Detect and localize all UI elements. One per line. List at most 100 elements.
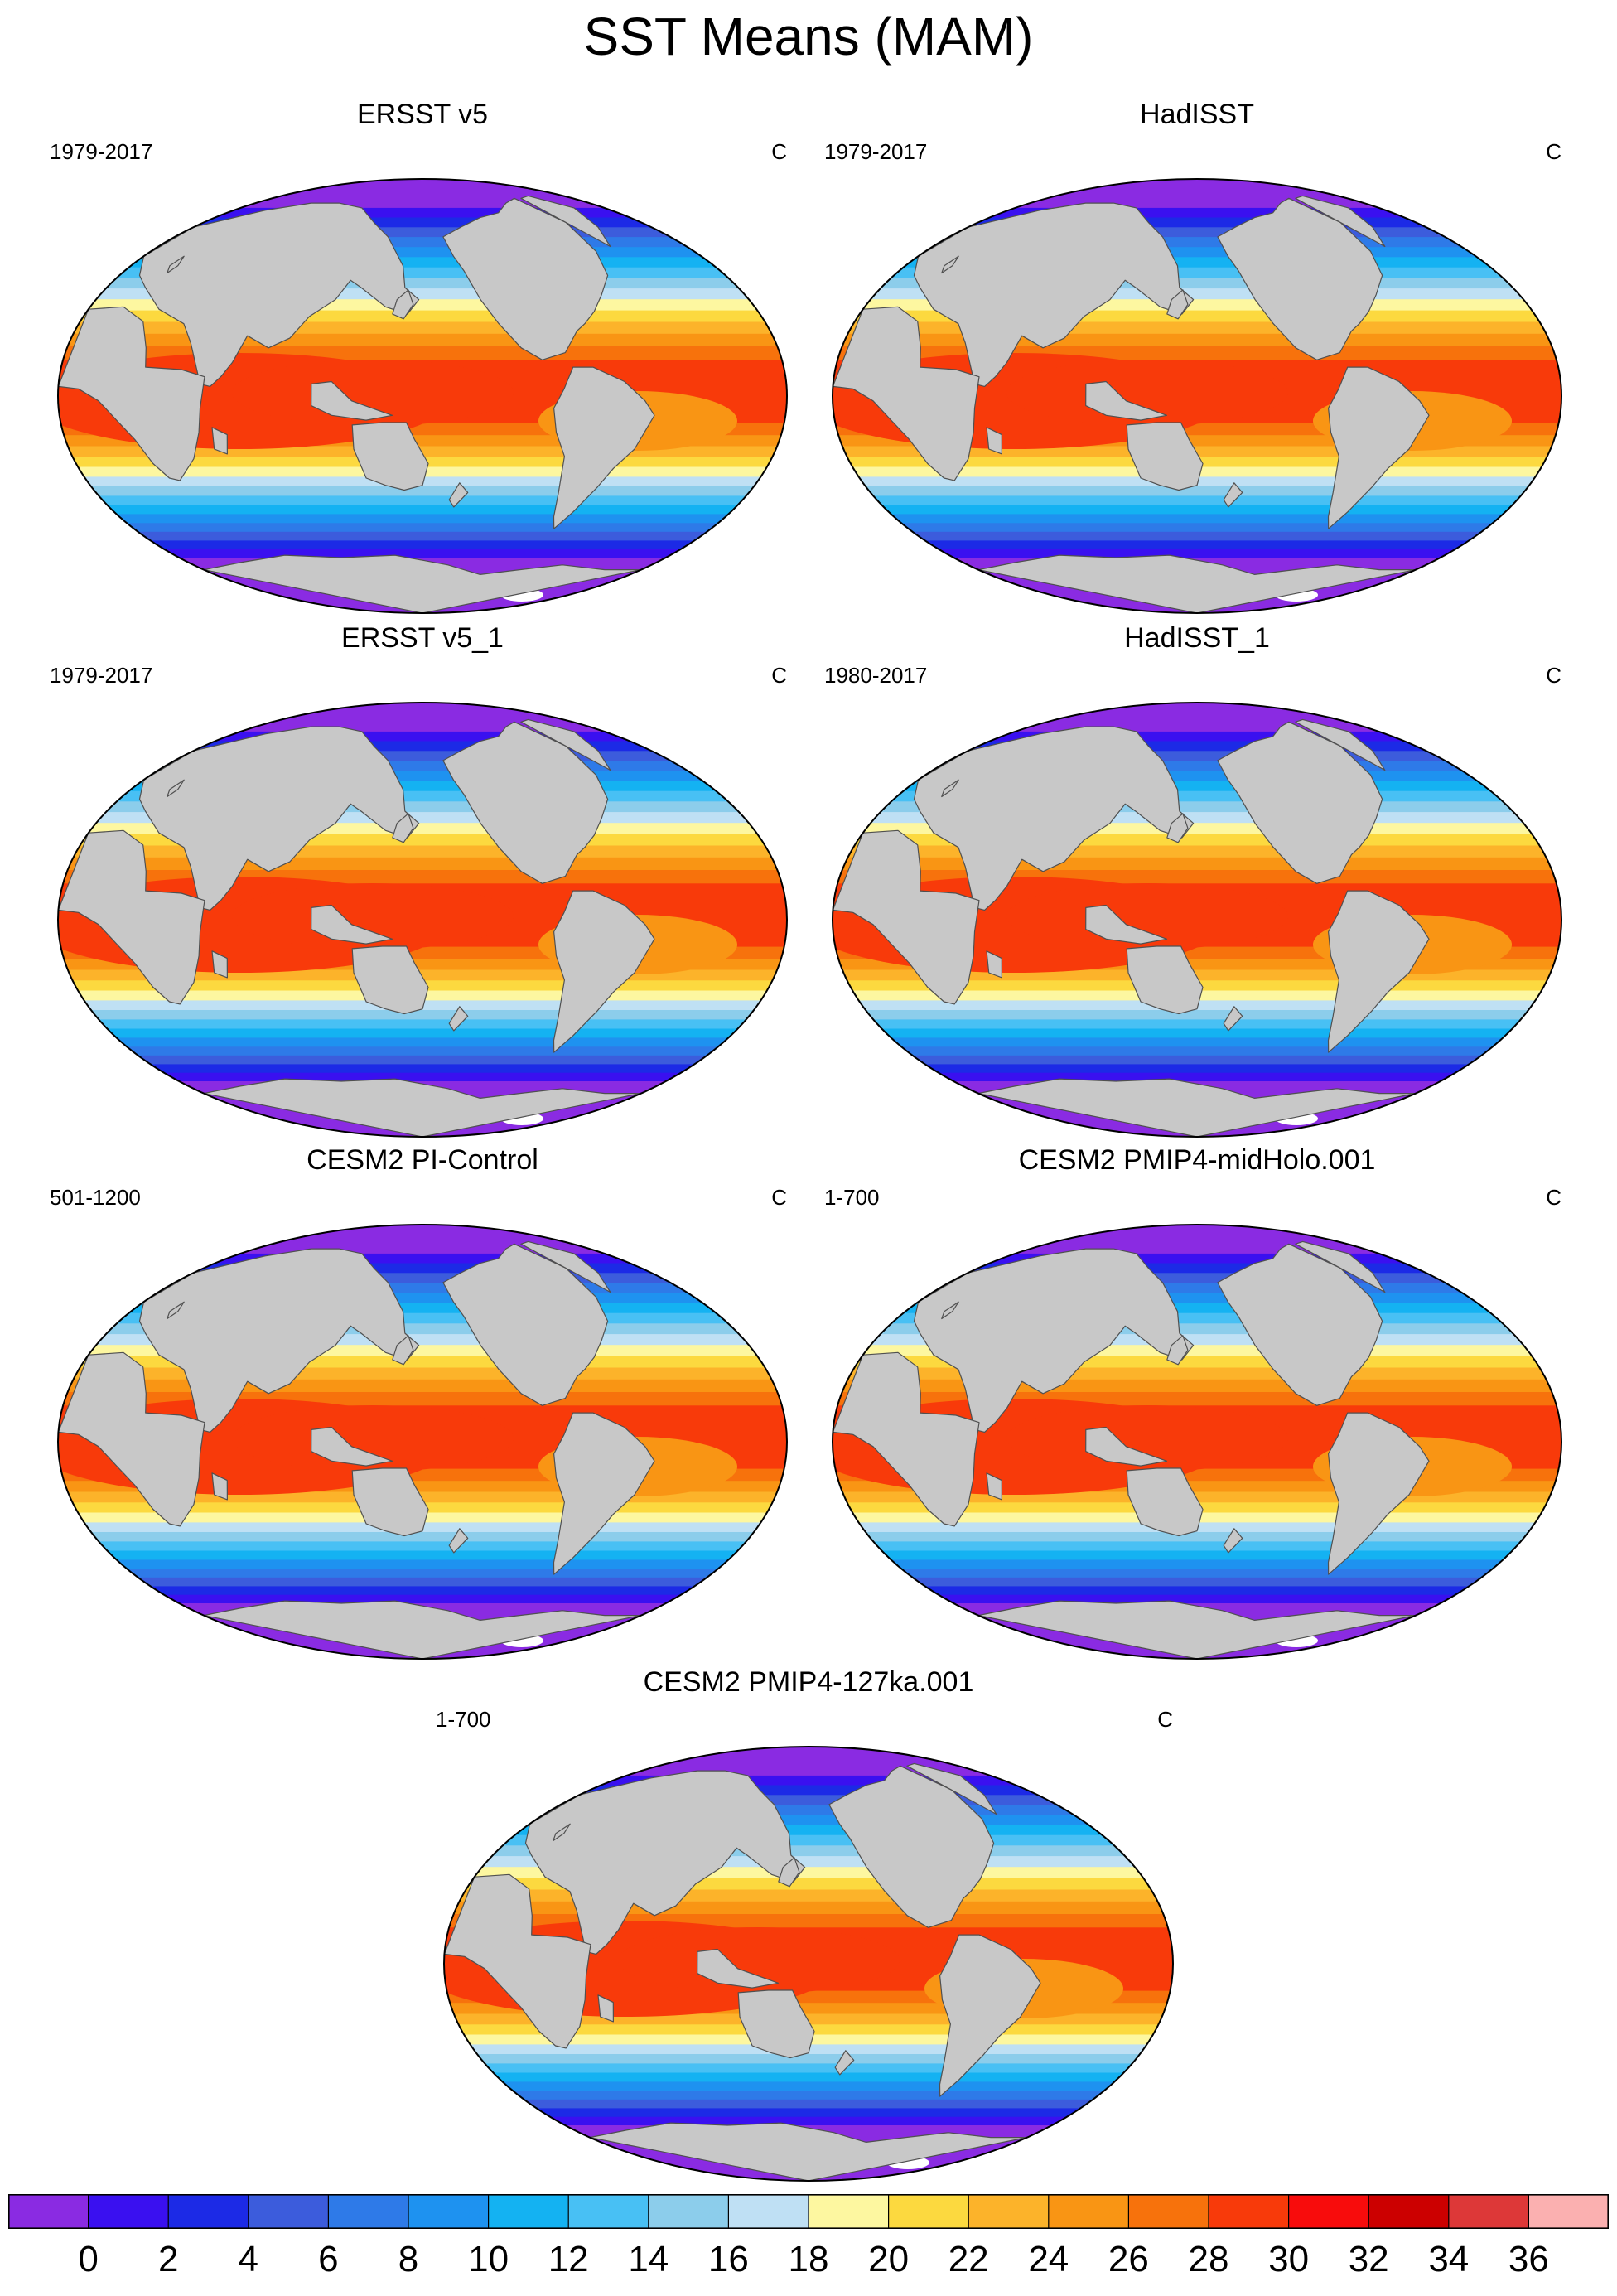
landmass-uk	[941, 255, 959, 274]
landmass-new-zealand	[1223, 1006, 1243, 1032]
panel-period: 1979-2017	[824, 139, 928, 164]
panel-units: C	[771, 1185, 787, 1210]
landmass-australia	[351, 1467, 429, 1537]
panel-title: CESM2 PMIP4-127ka.001	[643, 1666, 974, 1698]
colorbar-swatch	[728, 2194, 809, 2229]
colorbar-tick-label: 6	[318, 2239, 339, 2279]
landmass-africa	[58, 829, 205, 1005]
colorbar-swatch	[488, 2194, 569, 2229]
landmass-new-zealand	[834, 2050, 855, 2076]
colorbar-tick-label: 18	[788, 2239, 829, 2279]
landmass-maritime-se-asia	[311, 1426, 393, 1467]
landmass-south-america	[1327, 1412, 1430, 1575]
map-body	[58, 703, 787, 1137]
map-border	[57, 178, 788, 614]
map-border	[832, 1224, 1562, 1660]
landmass-uk	[941, 779, 959, 798]
map-body	[58, 1225, 787, 1659]
sst-map	[57, 178, 788, 614]
landmass-africa	[58, 1351, 205, 1527]
page-title: SST Means (MAM)	[583, 7, 1034, 66]
colorbar-swatch	[168, 2194, 249, 2229]
colorbar-tick-label: 26	[1108, 2239, 1149, 2279]
colorbar-tick-label: 28	[1188, 2239, 1229, 2279]
colorbar-tick-label: 16	[707, 2239, 749, 2279]
panel-title: ERSST v5	[356, 99, 489, 130]
map-panel-ersst-v5-1: ERSST v5_1 1979-2017 C	[33, 621, 812, 1152]
landmass-new-zealand	[448, 482, 469, 508]
landmass-maritime-se-asia	[311, 904, 393, 945]
landmass-uk	[167, 779, 185, 798]
sst-map	[443, 1746, 1174, 2182]
landmass-africa	[833, 829, 980, 1005]
panel-units: C	[1546, 663, 1561, 688]
sst-map	[832, 702, 1562, 1138]
sst-map	[832, 178, 1562, 614]
landmass-maritime-se-asia	[1085, 904, 1168, 945]
landmass-north-america	[442, 1243, 609, 1406]
landmass-new-zealand	[1223, 482, 1243, 508]
colorbar-swatch	[808, 2194, 890, 2229]
landmass-south-america	[553, 366, 655, 529]
landmass-greenland	[1295, 1240, 1386, 1293]
landmass-new-zealand	[448, 1528, 469, 1554]
panel-units: C	[1546, 139, 1561, 164]
landmass-madagascar	[211, 950, 228, 979]
sst-map	[832, 1224, 1562, 1660]
landmass-eurasia	[913, 202, 1195, 387]
panel-period: 1-700	[824, 1185, 880, 1210]
colorbar-tick-label: 36	[1508, 2239, 1549, 2279]
landmass-eurasia	[138, 202, 420, 387]
landmass-japan	[1166, 289, 1189, 320]
colorbar-swatch	[1209, 2194, 1290, 2229]
colorbar-swatch	[1448, 2194, 1529, 2229]
colorbar-swatch	[248, 2194, 329, 2229]
landmass-maritime-se-asia	[1085, 1426, 1168, 1467]
colorbar-tick-label: 12	[548, 2239, 589, 2279]
landmass-maritime-se-asia	[697, 1948, 780, 1989]
map-border	[57, 1224, 788, 1660]
map-panel-cesm2-pi-control: CESM2 PI-Control 501-1200 C	[33, 1143, 812, 1674]
landmass-greenland	[1295, 718, 1386, 771]
landmass-eurasia	[524, 1770, 806, 1955]
landmass-uk	[941, 1301, 959, 1320]
panel-units: C	[771, 139, 787, 164]
landmass-australia	[1126, 422, 1204, 491]
colorbar-tick-label: 34	[1428, 2239, 1470, 2279]
panel-period: 501-1200	[50, 1185, 141, 1210]
map-panel-hadisst: HadISST 1979-2017 C	[808, 98, 1586, 628]
map-border	[832, 178, 1562, 614]
panel-title: ERSST v5_1	[341, 622, 504, 654]
map-body	[444, 1747, 1173, 2181]
panel-units: C	[1157, 1707, 1173, 1732]
colorbar-tick-label: 10	[468, 2239, 509, 2279]
panel-title: CESM2 PMIP4-midHolo.001	[1018, 1144, 1376, 1176]
landmass-eurasia	[913, 1248, 1195, 1433]
landmass-north-america	[1217, 1243, 1383, 1406]
map-body	[58, 179, 787, 613]
sst-map	[57, 1224, 788, 1660]
panel-units: C	[1546, 1185, 1561, 1210]
landmass-maritime-se-asia	[1085, 380, 1168, 421]
landmass-africa	[833, 1351, 980, 1527]
landmass-japan	[1166, 1335, 1189, 1366]
panel-period: 1980-2017	[824, 663, 928, 688]
panel-period: 1-700	[436, 1707, 491, 1732]
colorbar-tick-label: 2	[157, 2239, 179, 2279]
colorbar-swatch	[1528, 2194, 1609, 2229]
landmass-japan	[778, 1857, 800, 1888]
colorbar-swatch	[888, 2194, 969, 2229]
colorbar-tick-label: 14	[628, 2239, 669, 2279]
landmass-africa	[833, 306, 980, 481]
map-border	[57, 702, 788, 1138]
landmass-madagascar	[986, 950, 1002, 979]
landmass-africa	[58, 306, 205, 481]
colorbar-tick-label: 0	[78, 2239, 99, 2279]
landmass-madagascar	[211, 1472, 228, 1501]
landmass-africa	[444, 1873, 591, 2049]
map-panel-cesm2-127ka: CESM2 PMIP4-127ka.001 1-700 C	[419, 1665, 1198, 2196]
map-body	[833, 703, 1561, 1137]
landmass-australia	[737, 1989, 815, 2059]
landmass-greenland	[906, 1762, 997, 1815]
colorbar-swatch	[8, 2194, 89, 2229]
